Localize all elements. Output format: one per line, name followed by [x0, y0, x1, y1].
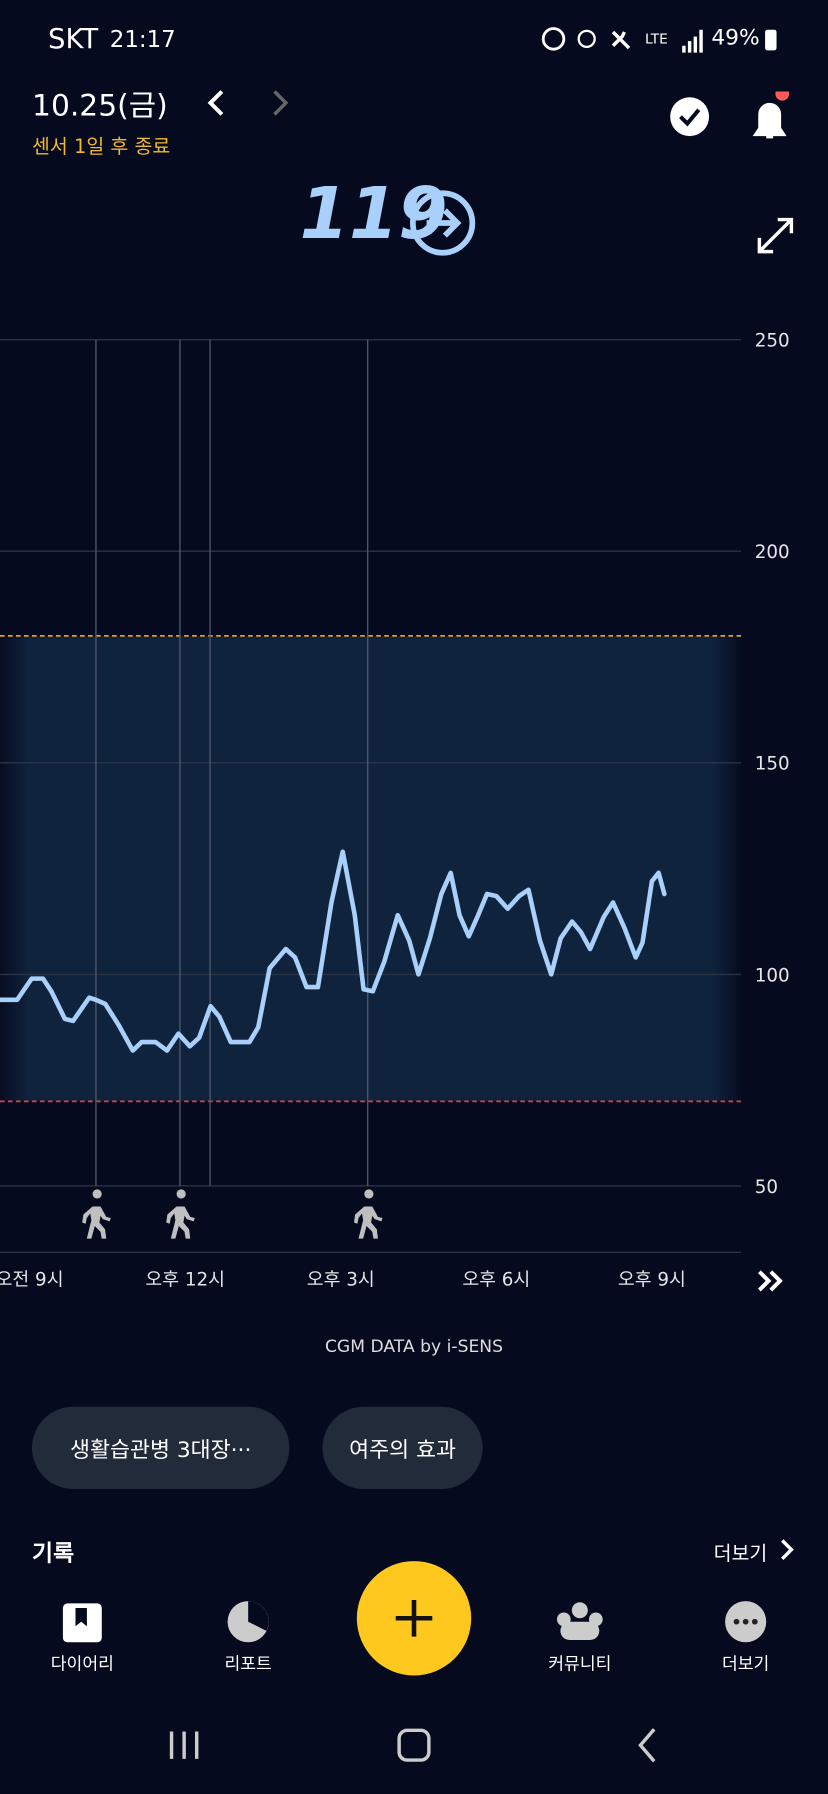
y-tick-label: 150	[755, 754, 790, 775]
y-tick-label: 200	[755, 542, 790, 563]
x-tick-label: 오후 6시	[462, 1269, 530, 1290]
credit: CGM DATA by i-SENS	[324, 1335, 504, 1357]
current-value: 119	[299, 171, 448, 256]
glucose-chart: 50 100 150 200 250 오전 9시 오후 12시 오후 3시 오후 6시 오후 9시	[0, 331, 790, 1290]
range-fade	[0, 635, 742, 1102]
svg-text:LTE: LTE	[645, 31, 668, 47]
header-icons[interactable]	[668, 91, 805, 144]
y-tick-label: 250	[755, 331, 790, 352]
nav-item[interactable]: 리포트	[224, 1653, 272, 1675]
x-tick-label: 오후 9시	[618, 1269, 686, 1290]
date: 10.25(금)	[32, 89, 168, 124]
walk-icon	[82, 1189, 111, 1239]
clock: 21:17	[109, 25, 176, 53]
records-title: 기록	[32, 1539, 75, 1567]
chevron	[781, 1539, 794, 1561]
date-arrows[interactable]	[201, 87, 304, 121]
glucose-line	[0, 849, 667, 1053]
nav-item[interactable]: 다이어리	[50, 1653, 114, 1675]
x-tick-label: 오후 3시	[307, 1269, 375, 1290]
walk-icon	[353, 1189, 383, 1239]
battery: 49%	[711, 25, 760, 51]
status-icons: LTE	[541, 27, 777, 53]
chip[interactable]: 여주의 효과	[322, 1406, 483, 1490]
walk-icon	[166, 1189, 195, 1239]
nav-item[interactable]: 더보기	[721, 1653, 770, 1675]
sensor-note: 센서 1일 후 종료	[32, 136, 171, 159]
bottom-bar	[62, 1561, 767, 1763]
records-more[interactable]: 더보기	[713, 1542, 768, 1566]
chip[interactable]: 생활습관병 3대장···	[32, 1406, 290, 1490]
scroll-next[interactable]	[755, 1265, 789, 1299]
x-tick-label: 오후 12시	[145, 1269, 225, 1290]
y-tick-label: 100	[755, 965, 790, 986]
carrier: SKT	[48, 22, 99, 55]
trend-arrow	[409, 190, 476, 256]
y-tick-label: 50	[755, 1177, 778, 1198]
nav-item[interactable]: 커뮤니티	[548, 1653, 612, 1675]
x-tick-label: 오전 9시	[0, 1269, 64, 1290]
expand-icon[interactable]	[755, 215, 796, 256]
